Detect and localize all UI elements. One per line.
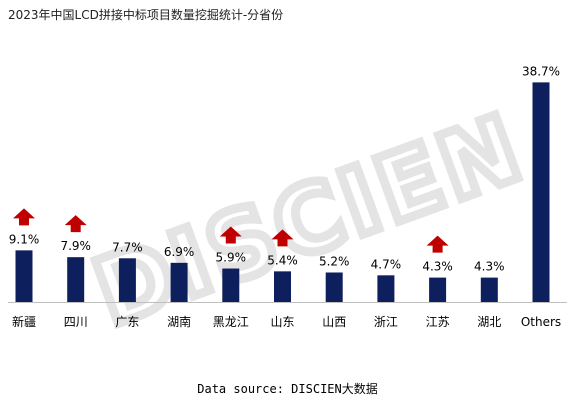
bar-2 [118,258,136,302]
data-label-9: 4.3% [474,260,505,274]
data-label-4: 5.9% [216,251,247,265]
bar-5 [274,271,291,302]
data-label-10: 38.7% [522,64,560,78]
watermark-text: DISCIEN [81,94,537,347]
data-label-0: 9.1% [9,232,40,246]
bar-4 [222,268,240,302]
x-tick-label-3: 湖南 [167,314,191,329]
x-tick-label-7: 浙江 [374,315,398,329]
data-label-5: 5.4% [267,253,298,267]
chart-title: 2023年中国LCD拼接中标项目数量挖掘统计-分省份 [8,8,284,22]
data-label-8: 4.3% [422,260,453,274]
x-tick-label-0: 新疆 [12,314,36,329]
bar-7 [377,275,395,302]
data-label-2: 7.7% [112,240,143,254]
x-tick-label-1: 四川 [64,315,88,329]
x-tick-label-4: 黑龙江 [213,315,249,329]
data-label-6: 5.2% [319,254,350,268]
watermark: DISCIEN [77,89,542,351]
x-tick-label-2: 广东 [115,315,139,329]
x-tick-label-6: 山西 [322,315,346,329]
data-label-7: 4.7% [371,257,402,271]
bar-6 [325,272,343,302]
x-tick-label-5: 山东 [270,315,294,329]
up-arrow-icon-1 [64,215,87,233]
up-arrow-icon-0 [13,208,35,226]
data-labels: 9.1% 7.9% 7.7% 6.9% 5.9% 5.4% 5.2% 4.7% 4.3% 4.3%… [9,64,560,273]
x-tick-label-9: 湖北 [477,314,501,329]
bar-8 [429,277,447,302]
up-arrow-icon-5 [271,229,294,247]
data-label-1: 7.9% [60,239,91,253]
up-arrow-icon-8 [426,235,449,253]
data-source-note: Data source: DISCIEN大数据 [197,382,378,396]
x-tick-label-10: Others [521,315,561,329]
bar-3 [170,262,188,302]
bar-0 [15,250,33,302]
x-tick-labels: 新疆 四川 广东 湖南 黑龙江 山东 山西 浙江 江苏 湖北 Others [12,314,561,329]
increase-arrows [13,208,449,253]
x-tick-label-8: 江苏 [426,315,450,329]
bar-1 [67,257,85,302]
data-label-3: 6.9% [164,245,195,259]
up-arrow-icon-4 [219,226,242,244]
bar-10 [532,82,550,302]
bar-9 [480,277,498,302]
bars [15,82,550,302]
